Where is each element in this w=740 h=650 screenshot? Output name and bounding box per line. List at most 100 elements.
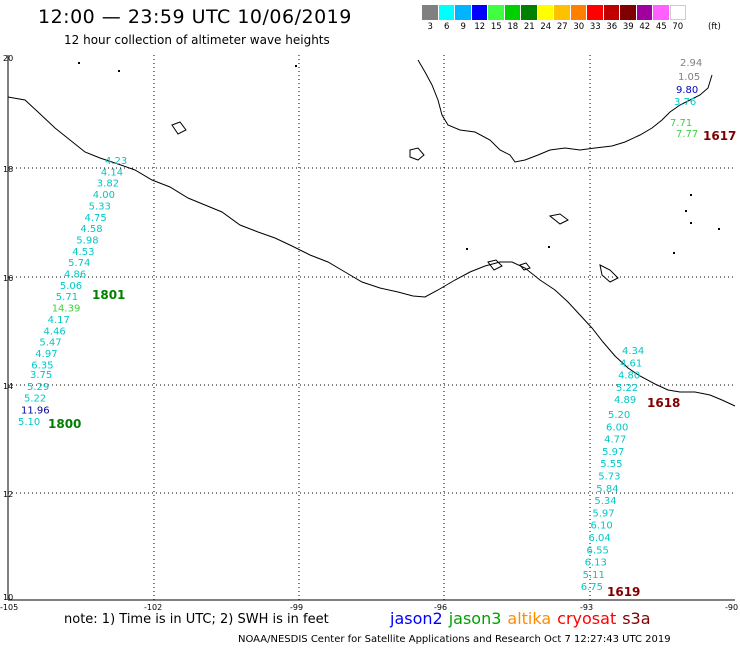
color-scale-label: 24 (540, 22, 552, 32)
satellite-legend-item: jason3 (448, 609, 502, 628)
lat-label: 18 (3, 165, 13, 174)
pass-time-label: 1619 (607, 585, 640, 599)
swh-value: 4.14 (101, 167, 123, 178)
color-scale-label: 33 (589, 22, 601, 32)
swh-value: 6.35 (31, 360, 53, 371)
swh-value: 5.11 (583, 570, 605, 581)
pass-time-label: 1618 (647, 396, 680, 410)
color-scale-label: 6 (444, 22, 450, 32)
swh-value: 4.53 (72, 247, 94, 258)
satellite-legend-item: altika (507, 609, 552, 628)
color-scale-label: 36 (606, 22, 618, 32)
island-dots (78, 62, 720, 254)
pass-time-label: 1617 (703, 129, 736, 143)
swh-value: 4.46 (44, 326, 66, 337)
swh-value: 3.76 (674, 97, 696, 108)
swh-value: 6.00 (606, 422, 628, 433)
swh-value: 3.82 (97, 179, 119, 190)
color-scale-label: 70 (672, 22, 684, 32)
color-scale-label: 45 (655, 22, 667, 32)
color-scale-label: 42 (639, 22, 651, 32)
swh-value: 4.77 (604, 435, 626, 446)
swh-value: 4.58 (80, 224, 102, 235)
swh-value: 5.84 (596, 484, 618, 495)
color-swatch (669, 5, 686, 20)
color-swatch (570, 5, 587, 20)
swh-value: 5.98 (76, 235, 98, 246)
swh-value: 5.55 (600, 459, 622, 470)
lat-label: 16 (3, 274, 13, 283)
satellite-legend-item: cryosat (557, 609, 617, 628)
swh-value: 7.71 (670, 118, 692, 129)
color-scale-label: 27 (556, 22, 568, 32)
page-subtitle: 12 hour collection of altimeter wave hei… (64, 33, 330, 47)
color-swatch (455, 5, 472, 20)
color-scale-labels: 3 6 9 12 15 18 21 24 27 30 33 36 39 42 45 70 (422, 22, 686, 32)
gulf-coastline (417, 59, 713, 163)
altimeter-tracks: 4.234.143.824.005.334.754.585.984.535.74… (18, 58, 736, 599)
swh-value: 7.77 (676, 129, 698, 140)
color-swatch (653, 5, 670, 20)
swh-value: 5.10 (18, 417, 40, 428)
lat-label: 20 (3, 54, 13, 63)
swh-value: 4.34 (622, 346, 644, 357)
color-swatch (603, 5, 620, 20)
color-scale (422, 5, 686, 20)
lon-label: -90 (725, 603, 738, 612)
swh-value: 4.80 (618, 371, 640, 382)
lon-label: -105 (0, 603, 18, 612)
swh-value: 6.75 (581, 582, 603, 593)
color-swatch (471, 5, 488, 20)
swh-value: 6.55 (587, 545, 609, 556)
color-scale-label: 39 (622, 22, 634, 32)
color-swatch (587, 5, 604, 20)
swh-value: 4.97 (35, 349, 57, 360)
swh-value: 5.73 (598, 472, 620, 483)
color-swatch (438, 5, 455, 20)
swh-value: 6.04 (589, 533, 611, 544)
satellite-legend: jason2 jason3 altika cryosat s3a (390, 609, 657, 628)
footer-credit: NOAA/NESDIS Center for Satellite Applica… (238, 634, 671, 645)
color-scale-label: 9 (460, 22, 466, 32)
swh-value: 5.97 (592, 508, 614, 519)
page-title: 12:00 — 23:59 UTC 10/06/2019 (38, 6, 352, 28)
swh-value: 1.05 (678, 72, 700, 83)
satellite-legend-item: jason2 (390, 609, 443, 628)
swh-value: 5.22 (616, 383, 638, 394)
color-scale-label: 21 (523, 22, 535, 32)
color-swatch (504, 5, 521, 20)
units-note: note: 1) Time is in UTC; 2) SWH is in fe… (64, 612, 329, 627)
swh-value: 9.80 (676, 85, 698, 96)
lat-label: 10 (3, 593, 13, 602)
color-scale-unit: (ft) (708, 22, 721, 32)
color-swatch (537, 5, 554, 20)
swh-value: 5.47 (39, 338, 61, 349)
swh-value: 5.29 (27, 382, 49, 393)
swh-value: 4.75 (85, 213, 107, 224)
pacific-coastline (7, 96, 736, 407)
swh-value: 4.23 (105, 156, 127, 167)
swh-value: 6.13 (585, 558, 607, 569)
color-scale-label: 12 (474, 22, 486, 32)
swh-value: 4.17 (48, 315, 70, 326)
color-scale-label: 15 (490, 22, 502, 32)
swh-value: 11.96 (21, 405, 50, 416)
lon-label: -102 (144, 603, 162, 612)
lon-label: -93 (580, 603, 593, 612)
swh-value: 2.94 (680, 58, 702, 69)
color-swatch (521, 5, 538, 20)
swh-value: 4.89 (614, 395, 636, 406)
swh-value: 5.34 (594, 496, 616, 507)
lon-label: -99 (290, 603, 303, 612)
color-scale-label: 3 (427, 22, 433, 32)
swh-value: 3.75 (30, 370, 52, 381)
swh-value: 4.00 (93, 190, 115, 201)
swh-value: 4.86 (64, 270, 86, 281)
lat-label: 12 (3, 490, 13, 499)
swh-value: 14.39 (52, 304, 81, 315)
satellite-legend-item: s3a (622, 609, 651, 628)
lat-label: 14 (3, 382, 13, 391)
islands (171, 121, 619, 283)
color-swatch (488, 5, 505, 20)
